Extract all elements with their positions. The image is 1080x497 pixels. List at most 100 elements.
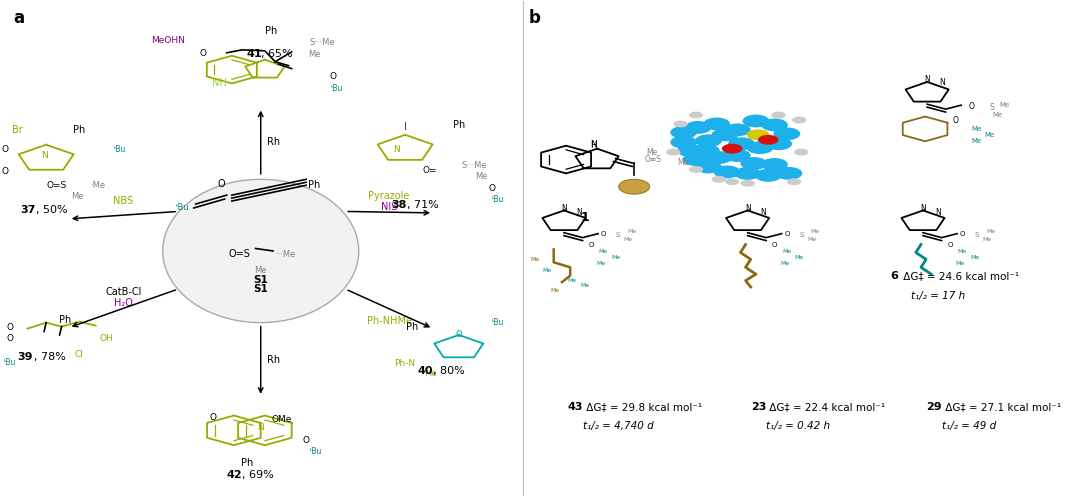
Text: N: N (760, 208, 766, 217)
Circle shape (724, 123, 751, 136)
Text: ᵗBu: ᵗBu (310, 447, 323, 456)
Circle shape (742, 115, 769, 127)
Text: Cl: Cl (75, 350, 83, 359)
Text: Ph: Ph (406, 322, 418, 331)
Circle shape (685, 121, 712, 134)
Text: , 65%: , 65% (260, 49, 293, 59)
Circle shape (724, 149, 751, 162)
Text: t₁/₂ = 0.42 h: t₁/₂ = 0.42 h (766, 421, 831, 431)
Text: S1: S1 (254, 275, 268, 285)
Text: H: H (590, 141, 596, 150)
Circle shape (758, 135, 779, 145)
Text: S: S (974, 232, 978, 238)
Text: 29: 29 (927, 402, 942, 412)
Text: N: N (591, 140, 597, 149)
Circle shape (721, 144, 742, 154)
Circle shape (765, 137, 792, 150)
Text: Me: Me (958, 249, 967, 254)
Circle shape (677, 144, 704, 157)
Circle shape (728, 137, 755, 150)
Text: ᵗBu: ᵗBu (491, 318, 504, 327)
Text: O=: O= (422, 166, 437, 175)
Circle shape (746, 141, 773, 154)
Text: OMe: OMe (271, 414, 292, 423)
Circle shape (696, 134, 721, 147)
Text: N: N (257, 423, 265, 432)
Text: , 50%: , 50% (36, 205, 67, 215)
Circle shape (714, 166, 741, 178)
Text: O: O (959, 231, 964, 237)
Text: Me: Me (596, 261, 606, 266)
Text: O: O (488, 184, 496, 193)
Text: O: O (947, 242, 953, 248)
Text: O: O (456, 330, 462, 339)
Text: ᵗBu: ᵗBu (4, 358, 16, 367)
Text: Me: Me (811, 229, 820, 234)
Text: 39: 39 (17, 352, 32, 362)
Circle shape (619, 179, 650, 194)
Text: S: S (989, 103, 994, 112)
Text: ᵗBu: ᵗBu (491, 195, 504, 204)
Text: O: O (600, 231, 606, 237)
Text: 1: 1 (580, 211, 589, 224)
Text: ΔG‡ = 24.6 kcal mol⁻¹: ΔG‡ = 24.6 kcal mol⁻¹ (901, 271, 1020, 281)
Text: N: N (562, 204, 567, 214)
Text: ΔG‡ = 29.8 kcal mol⁻¹: ΔG‡ = 29.8 kcal mol⁻¹ (582, 402, 702, 412)
Text: ᵗBu: ᵗBu (330, 84, 343, 93)
Text: Br: Br (12, 125, 23, 135)
Text: Ph: Ph (265, 26, 278, 36)
Circle shape (671, 136, 697, 149)
Circle shape (693, 144, 719, 157)
Text: Me: Me (986, 229, 995, 234)
Text: S···Me: S···Me (310, 38, 336, 47)
Circle shape (696, 161, 721, 173)
Text: Me: Me (530, 257, 539, 262)
Text: , 69%: , 69% (242, 470, 274, 480)
Circle shape (689, 112, 703, 118)
Text: ΔG‡ = 27.1 kcal mol⁻¹: ΔG‡ = 27.1 kcal mol⁻¹ (942, 402, 1061, 412)
Text: Me: Me (808, 237, 816, 242)
Text: Me: Me (551, 288, 559, 293)
Text: Me: Me (984, 132, 995, 138)
Text: O: O (969, 102, 974, 111)
Text: Me: Me (956, 261, 964, 266)
Circle shape (773, 127, 800, 140)
Text: Ph: Ph (73, 125, 85, 135)
Circle shape (703, 117, 730, 130)
Circle shape (671, 126, 697, 139)
Text: Pyrazole: Pyrazole (368, 191, 409, 201)
Text: 37: 37 (21, 205, 36, 215)
Circle shape (755, 169, 782, 182)
Circle shape (741, 157, 767, 170)
Text: t₁/₂ = 49 d: t₁/₂ = 49 d (942, 421, 996, 431)
Circle shape (771, 112, 786, 118)
Circle shape (712, 128, 739, 141)
Text: O: O (1, 145, 9, 154)
Circle shape (761, 158, 788, 171)
Text: ᵗBu: ᵗBu (114, 145, 126, 154)
Circle shape (705, 151, 732, 164)
Text: Me: Me (780, 261, 789, 266)
Text: N: N (940, 79, 945, 87)
Text: NIS: NIS (381, 202, 397, 212)
Circle shape (673, 120, 688, 127)
Text: 23: 23 (751, 402, 766, 412)
Text: MeOHN: MeOHN (151, 36, 185, 45)
Circle shape (683, 153, 710, 166)
Circle shape (689, 166, 703, 173)
Text: 6: 6 (890, 271, 897, 281)
Text: 42: 42 (227, 470, 242, 480)
Text: Me: Me (972, 126, 982, 132)
Circle shape (794, 149, 809, 156)
Text: 38: 38 (392, 200, 407, 210)
Circle shape (746, 129, 769, 140)
Text: 40: 40 (418, 366, 433, 376)
Text: Me: Me (677, 158, 689, 166)
Text: Me: Me (983, 237, 993, 242)
Circle shape (761, 118, 788, 131)
Text: O: O (953, 116, 959, 125)
Text: I: I (404, 122, 406, 132)
Text: Me: Me (993, 112, 1002, 118)
Text: N: N (393, 145, 401, 154)
Text: S: S (616, 232, 620, 238)
